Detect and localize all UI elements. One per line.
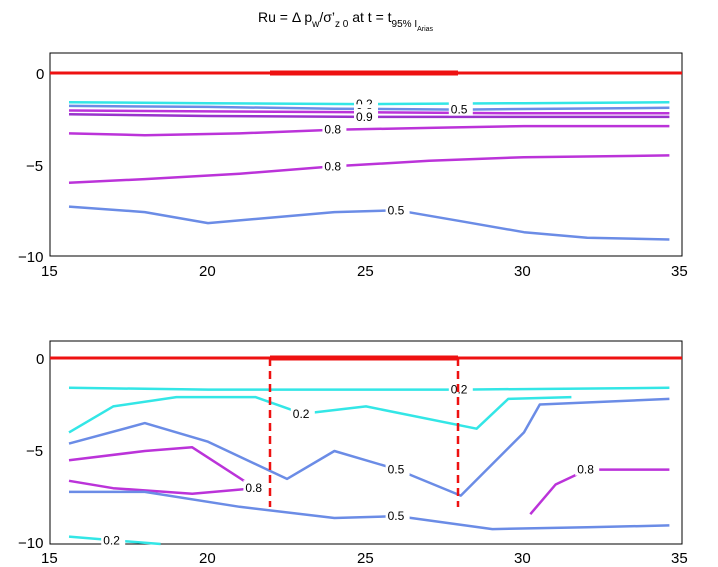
bottom-contour-label: 0.8: [577, 463, 594, 477]
top-contour-label: 0.8: [324, 123, 341, 137]
bottom-contour-line-0_8: [529, 468, 670, 516]
bottom-y-axis-labels: 0 −5 −10: [18, 351, 44, 552]
top-contour-label-bg: [385, 202, 410, 217]
top-contour-panel: 0.20.50.80.90.80.80.5 0 −5 −10 15 20 25 …: [18, 52, 688, 280]
bottom-contour-line-0_5: [69, 490, 670, 531]
x-tick-35: 35: [671, 263, 688, 280]
x-tick-20: 20: [199, 263, 216, 280]
bottom-contour-label-bg: [575, 461, 600, 476]
x-tick-15: 15: [41, 263, 58, 280]
x-tick-20: 20: [199, 550, 216, 567]
top-y-axis-labels: 0 −5 −10: [18, 66, 44, 266]
bottom-x-axis-labels: 15 20 25 30 35: [41, 550, 688, 567]
figure-title: Ru = Δ pw/σ’z 0 at t = t95% IArias: [258, 9, 434, 33]
top-contour-label-bg: [322, 121, 347, 136]
bottom-contour-label-bg: [290, 405, 315, 420]
top-contour-line-0_5: [68, 104, 670, 111]
x-tick-30: 30: [514, 550, 531, 567]
bottom-contour-label: 0.2: [293, 407, 310, 421]
bottom-contour-label-bg: [243, 480, 268, 495]
svg-text:Ru = Δ pw/σ’z 0 at t = t95% IA: Ru = Δ pw/σ’z 0 at t = t95% IArias: [258, 9, 434, 33]
top-contour-label-bg: [322, 158, 347, 173]
x-tick-25: 25: [357, 550, 374, 567]
bottom-plot-frame: [49, 340, 683, 545]
top-contour-label: 0.5: [451, 103, 468, 117]
x-tick-35: 35: [671, 550, 688, 567]
bottom-contour-label: 0.5: [388, 463, 405, 477]
y-tick-minus10: −10: [18, 535, 43, 552]
bottom-contour-label-bg: [448, 381, 473, 396]
top-contour-label: 0.8: [324, 159, 341, 173]
bottom-contour-label-bg: [385, 508, 410, 523]
top-contour-label: 0.9: [356, 110, 373, 124]
bottom-contour-label-bg: [101, 532, 126, 547]
top-contour-label-bg: [354, 108, 378, 123]
bottom-contour-label: 0.2: [103, 533, 120, 547]
bottom-contour-label: 0.8: [245, 481, 262, 495]
bottom-contour-panel: 0.2 0.2 0.5 0.8 0.5 0.8 0.2 0 −5 −10 15 20 25 …: [18, 340, 688, 567]
y-tick-minus5: −5: [26, 158, 43, 175]
bottom-contour-label: 0.5: [388, 509, 405, 523]
top-plot-frame: [49, 52, 683, 257]
x-tick-15: 15: [41, 550, 58, 567]
top-x-axis-labels: 15 20 25 30 35: [41, 263, 688, 280]
x-tick-25: 25: [357, 263, 374, 280]
bottom-contour-label: 0.2: [451, 383, 468, 397]
y-tick-0: 0: [36, 66, 44, 83]
bottom-contour-line-0_2: [68, 386, 670, 391]
y-tick-0: 0: [36, 351, 44, 368]
y-tick-minus10: −10: [18, 249, 43, 266]
bottom-contour-line-0_5: [68, 397, 670, 497]
y-tick-minus5: −5: [26, 443, 43, 460]
x-tick-30: 30: [514, 263, 531, 280]
top-contour-line-0_5: [68, 205, 670, 241]
top-contour-label-bg: [448, 101, 473, 116]
top-contour-label: 0.5: [388, 203, 405, 217]
bottom-contour-label-bg: [385, 461, 410, 476]
